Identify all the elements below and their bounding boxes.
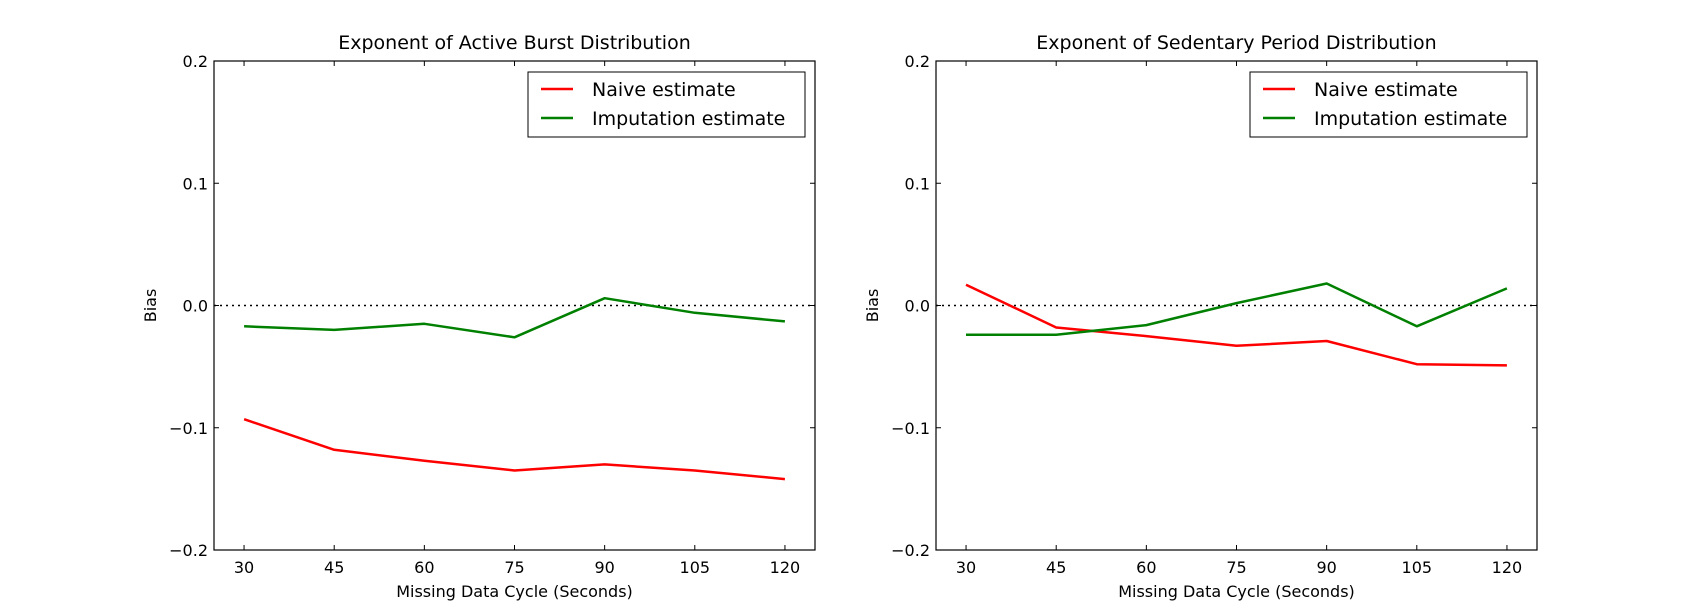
- x-tick-label: 105: [1402, 558, 1433, 577]
- series-line-imputation: [966, 282, 1508, 337]
- legend-box: [1249, 71, 1528, 138]
- x-tick-label: 120: [1492, 558, 1523, 577]
- x-tick-label: 45: [1046, 558, 1066, 577]
- x-tick-label: 90: [1316, 558, 1336, 577]
- x-axis-label: Missing Data Cycle (Seconds): [1118, 582, 1355, 601]
- legend-label: Naive estimate: [1314, 79, 1458, 101]
- y-tick-label: 0.2: [905, 52, 930, 71]
- y-tick-label: 0.1: [905, 174, 930, 193]
- legend-label: Imputation estimate: [1314, 108, 1507, 130]
- plot-frame: [935, 60, 1538, 551]
- y-axis-label: Bias: [141, 289, 160, 323]
- x-tick-label: 30: [234, 558, 254, 577]
- legend-box: [527, 71, 806, 138]
- x-tick-label: 60: [1136, 558, 1156, 577]
- chart-panel-2: Exponent of Sedentary Period Distributio…: [863, 32, 1538, 601]
- x-tick-label: 30: [956, 558, 976, 577]
- legend: Naive estimate Imputation estimate: [527, 71, 806, 138]
- x-tick-label: 45: [324, 558, 344, 577]
- x-axis-label: Missing Data Cycle (Seconds): [396, 582, 633, 601]
- series-line-imputation: [244, 296, 786, 339]
- x-tick-label: 120: [770, 558, 801, 577]
- legend-label: Imputation estimate: [592, 108, 785, 130]
- y-tick-label: 0.0: [183, 297, 208, 316]
- chart-title: Exponent of Active Burst Distribution: [338, 32, 690, 54]
- x-tick-label: 90: [594, 558, 614, 577]
- y-tick-label: 0.1: [183, 174, 208, 193]
- legend: Naive estimate Imputation estimate: [1249, 71, 1528, 138]
- x-tick-label: 75: [504, 558, 524, 577]
- y-tick-label: 0.0: [905, 297, 930, 316]
- y-tick-label: 0.2: [183, 52, 208, 71]
- chart-title: Exponent of Sedentary Period Distributio…: [1036, 32, 1436, 54]
- series-line-naive: [965, 283, 1507, 367]
- chart-panel-1: Exponent of Active Burst Distribution −0.…: [141, 32, 816, 601]
- plot-frame: [213, 60, 816, 551]
- x-tick-label: 60: [414, 558, 434, 577]
- series-line-naive: [243, 418, 786, 481]
- y-tick-label: −0.2: [891, 541, 930, 560]
- legend-label: Naive estimate: [592, 79, 736, 101]
- x-tick-label: 105: [680, 558, 711, 577]
- y-axis-label: Bias: [863, 289, 882, 323]
- y-tick-label: −0.1: [169, 419, 208, 438]
- y-tick-label: −0.1: [891, 419, 930, 438]
- x-tick-label: 75: [1226, 558, 1246, 577]
- y-tick-label: −0.2: [169, 541, 208, 560]
